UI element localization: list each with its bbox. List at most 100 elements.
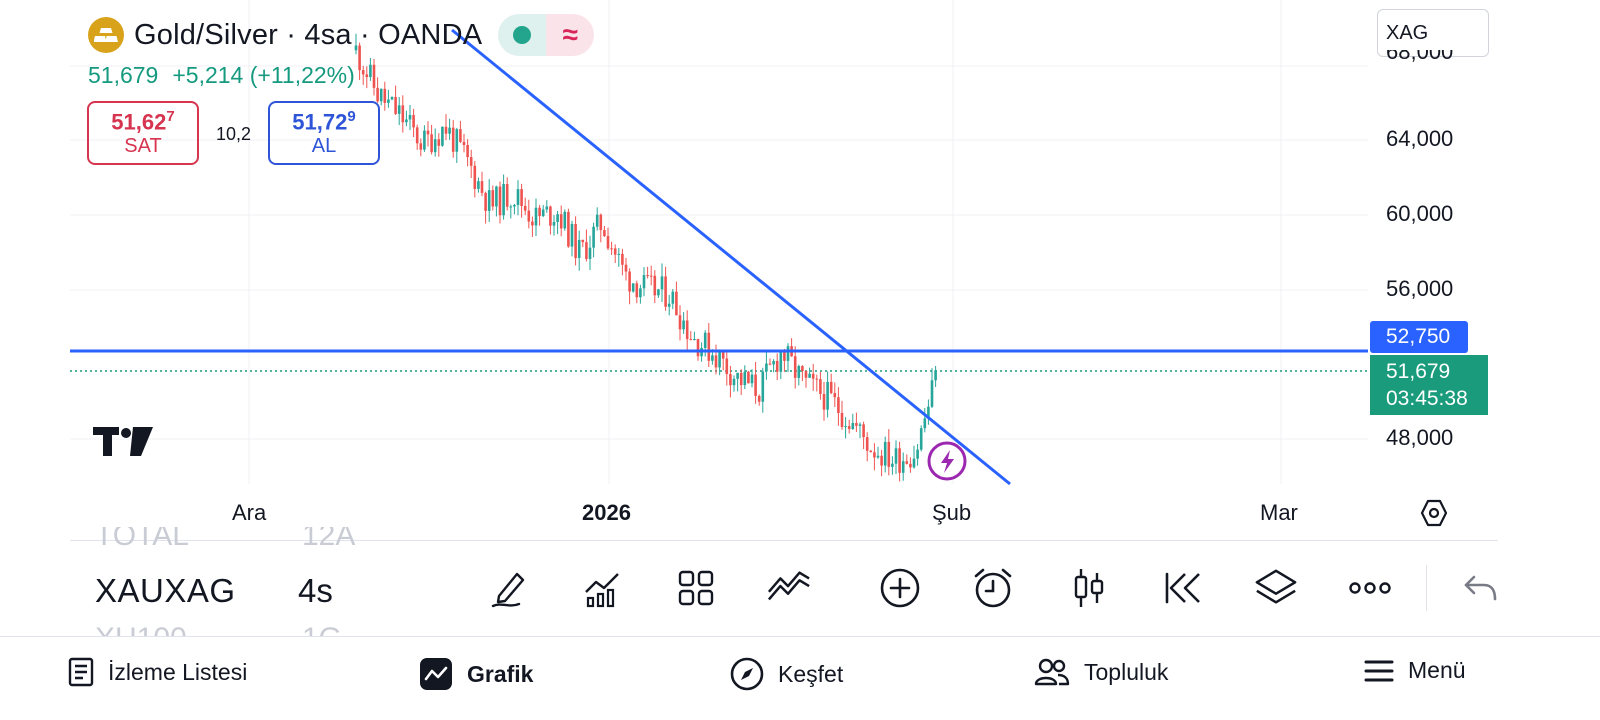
horizontal-line-price-tag[interactable]: 52,750 [1370, 321, 1468, 353]
candle-body [397, 105, 401, 114]
nav-watchlist[interactable]: İzleme Listesi [68, 657, 247, 687]
candle-body [498, 186, 502, 216]
ghost-symbol-bottom[interactable]: XU100 [95, 622, 187, 636]
candle-body [455, 129, 459, 152]
interval-picker[interactable]: 4s [298, 572, 333, 609]
candle-body [808, 373, 811, 378]
candle-body [426, 130, 430, 135]
candle-body [624, 264, 628, 272]
candle-body [631, 283, 635, 292]
undo-icon[interactable] [1458, 566, 1502, 610]
nav-label: Menü [1408, 657, 1466, 683]
symbol-picker[interactable]: XAUXAG [95, 572, 236, 609]
price-change: +5,214 (+11,22%) [172, 62, 355, 88]
candle-body [725, 358, 729, 375]
candle-body [887, 441, 891, 467]
candle-body [603, 230, 606, 237]
status-pill[interactable]: ≈ [498, 14, 595, 56]
candle-body [595, 214, 599, 227]
symbol-title[interactable]: Gold/Silver · 4sa · OANDA [134, 18, 483, 51]
candle-body [401, 105, 405, 123]
candle-body [919, 428, 923, 450]
candle-body [487, 190, 491, 211]
gold-bars-icon [88, 17, 124, 53]
layers-icon[interactable] [1254, 566, 1298, 610]
ghost-interval-top[interactable]: 12A [302, 527, 356, 552]
alert-bolt-icon[interactable] [927, 441, 967, 481]
indicators-icon[interactable] [580, 566, 624, 610]
chart-settings-icon[interactable] [1419, 498, 1449, 533]
candle-body [469, 157, 473, 166]
candle-body [923, 418, 927, 429]
price-label: 56,000 [1386, 276, 1454, 301]
candle-body [765, 363, 768, 372]
candle-body [768, 363, 772, 365]
symbol-search-input[interactable]: XAG [1377, 9, 1489, 57]
nav-menu[interactable]: Menü [1364, 657, 1466, 684]
candle-body [549, 206, 552, 226]
candle-body [718, 351, 721, 368]
candle-body [711, 355, 714, 361]
nav-label: Grafik [467, 660, 534, 687]
candle-body [423, 130, 426, 150]
price-summary: 51,679 +5,214 (+11,22%) [88, 62, 355, 89]
candle-body [822, 393, 826, 410]
buy-button[interactable]: 51,729 AL [268, 101, 380, 165]
candle-body [585, 242, 588, 259]
candle-body [891, 463, 894, 467]
candle-body [880, 455, 883, 466]
candle-body [610, 248, 613, 250]
ghost-symbol-top[interactable]: TOTAL [95, 527, 189, 552]
candle-body [484, 192, 487, 211]
candle-body [379, 88, 383, 102]
candle-body [473, 165, 477, 189]
candle-body [693, 338, 696, 341]
candle-body [509, 206, 513, 208]
candle-body [811, 373, 815, 379]
chart-area[interactable]: Gold/Silver · 4sa · OANDA ≈ 51,679 +5,21… [0, 0, 1600, 545]
chart-type-candles-icon[interactable] [1067, 566, 1111, 610]
current-price-value: 51,679 [1386, 360, 1451, 383]
compare-icon[interactable] [767, 566, 811, 610]
candle-body [606, 236, 610, 249]
candle-body [646, 275, 649, 277]
candle-body [376, 87, 379, 102]
candle-body [358, 45, 361, 71]
candle-body [653, 275, 657, 296]
candle-body [405, 119, 408, 123]
candle-body [534, 207, 538, 226]
replay-icon[interactable] [1160, 566, 1204, 610]
candle-body [430, 134, 433, 153]
candle-body [592, 226, 595, 248]
candle-body [451, 127, 455, 152]
ghost-interval-bottom[interactable]: 1G [302, 622, 342, 636]
candle-body [786, 346, 790, 361]
drawing-tool-icon[interactable] [487, 566, 531, 610]
candle-body [365, 74, 369, 78]
layouts-icon[interactable] [674, 566, 718, 610]
price-label-partial: 68,000 [1386, 50, 1454, 64]
candle-body [354, 45, 358, 51]
candle-body [523, 206, 527, 211]
price-chart[interactable] [0, 0, 1600, 545]
candle-body [750, 374, 754, 384]
candle-body [858, 424, 862, 426]
chart-grid [70, 0, 1368, 484]
candle-body [372, 64, 376, 88]
add-icon[interactable] [878, 566, 922, 610]
compass-icon [730, 657, 764, 691]
sell-button[interactable]: 51,627 SAT [87, 101, 199, 165]
more-icon[interactable] [1348, 566, 1392, 610]
candle-body [747, 371, 750, 384]
price-label: 64,000 [1386, 126, 1454, 151]
alert-clock-icon[interactable] [971, 566, 1015, 610]
data-delay-icon: ≈ [546, 14, 595, 56]
nav-community[interactable]: Topluluk [1034, 657, 1168, 687]
watchlist-icon [68, 657, 94, 687]
last-price: 51,679 [88, 62, 159, 88]
candle-body [621, 253, 624, 265]
candle-body [685, 320, 689, 340]
nav-chart[interactable]: Grafik [419, 657, 533, 691]
candle-body [480, 181, 484, 193]
nav-explore[interactable]: Keşfet [730, 657, 843, 691]
